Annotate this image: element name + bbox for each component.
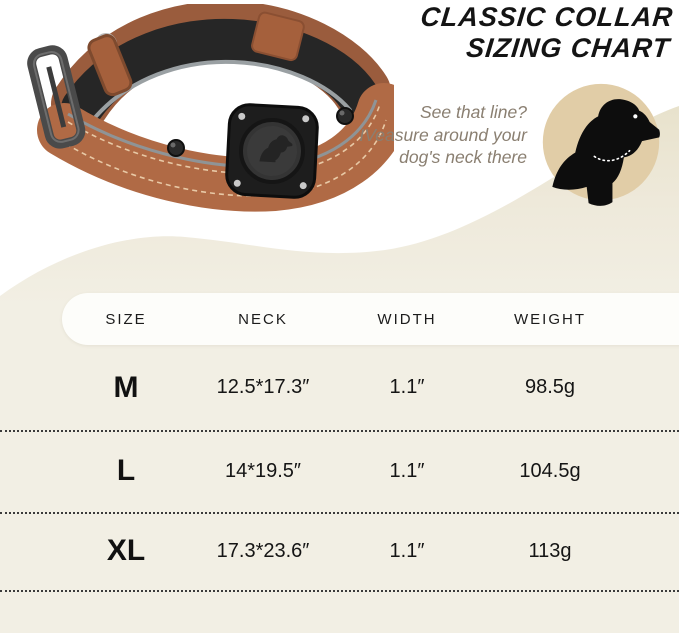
note-line-2: IVeasure around your	[359, 124, 527, 145]
size-cell: XL	[106, 534, 146, 567]
neck-cell: 14*19.5″	[224, 459, 302, 482]
column-header-size: SIZE	[105, 310, 147, 328]
column-header-width: WIDTH	[377, 310, 437, 328]
page-title: CLASSIC COLLAR SIZING CHART	[415, 2, 675, 64]
column-header-neck: NECK	[238, 310, 288, 328]
title-line-2: SIZING CHART	[464, 33, 671, 63]
row-divider	[0, 512, 679, 514]
table-row: L 14*19.5″ 1.1″ 104.5g	[62, 430, 679, 512]
dog-silhouette-icon	[542, 83, 660, 206]
airtag-case	[225, 103, 319, 199]
width-cell: 1.1″	[389, 539, 425, 562]
note-line-1: See that line?	[419, 102, 527, 122]
table-row: XL 17.3*23.6″ 1.1″ 113g	[62, 512, 679, 590]
size-cell: M	[113, 370, 139, 404]
column-header-weight: WEIGHT	[514, 310, 586, 328]
note-line-3: dog's neck there	[399, 147, 527, 167]
neck-cell: 17.3*23.6″	[216, 539, 310, 562]
neck-cell: 12.5*17.3″	[216, 376, 310, 398]
measuring-note: See that line? IVeasure around your dog'…	[359, 101, 527, 169]
weight-cell: 104.5g	[519, 459, 581, 482]
row-divider	[0, 590, 679, 592]
width-cell: 1.1″	[389, 376, 425, 398]
weight-cell: 113g	[528, 539, 572, 562]
airtag-dog-collar-image	[27, 4, 394, 212]
table-row: M 12.5*17.3″ 1.1″ 98.5g	[62, 345, 679, 430]
size-cell: L	[116, 454, 136, 487]
table-header-bar: SIZE NECK WIDTH WEIGHT	[62, 293, 679, 345]
width-cell: 1.1″	[389, 459, 425, 482]
row-divider	[0, 430, 679, 432]
title-line-1: CLASSIC COLLAR	[418, 2, 675, 32]
weight-cell: 98.5g	[524, 376, 576, 398]
